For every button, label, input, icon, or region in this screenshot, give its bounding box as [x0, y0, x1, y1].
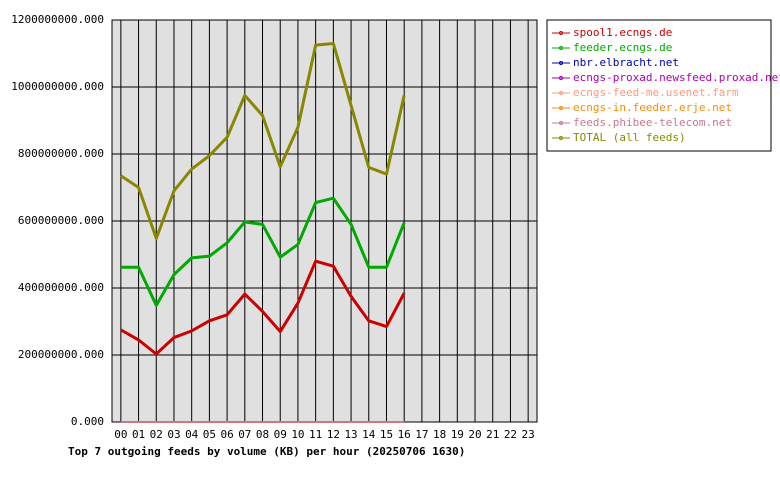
x-tick-label: 07 — [238, 428, 251, 441]
legend-marker — [559, 91, 563, 95]
series-line — [120, 196, 406, 307]
y-tick-label: 1200000000.000 — [11, 13, 104, 26]
legend-marker — [559, 61, 563, 65]
legend-label: TOTAL (all feeds) — [573, 131, 686, 144]
x-tick-label: 04 — [185, 428, 199, 441]
x-tick-label: 06 — [220, 428, 233, 441]
x-tick-label: 10 — [291, 428, 304, 441]
x-tick-label: 17 — [415, 428, 428, 441]
x-tick-label: 15 — [380, 428, 393, 441]
x-tick-label: 22 — [504, 428, 517, 441]
y-tick-label: 800000000.000 — [18, 147, 104, 160]
x-tick-label: 20 — [468, 428, 481, 441]
x-tick-label: 12 — [327, 428, 340, 441]
x-tick-label: 01 — [132, 428, 145, 441]
series-line — [120, 41, 406, 240]
legend-label: feeder.ecngs.de — [573, 41, 672, 54]
y-tick-label: 1000000000.000 — [11, 80, 104, 93]
legend-box — [546, 19, 772, 152]
legend-label: nbr.elbracht.net — [573, 56, 679, 69]
legend-marker — [559, 106, 563, 110]
x-tick-label: 19 — [451, 428, 464, 441]
legend-label: ecngs-feed-me.usenet.farm — [573, 86, 739, 99]
x-tick-label: 08 — [256, 428, 269, 441]
legend-marker — [559, 46, 563, 50]
x-tick-label: 11 — [309, 428, 322, 441]
x-tick-label: 03 — [167, 428, 180, 441]
y-tick-label: 0.000 — [71, 415, 104, 428]
x-tick-label: 14 — [362, 428, 376, 441]
x-tick-label: 21 — [486, 428, 499, 441]
x-tick-label: 23 — [522, 428, 535, 441]
x-tick-label: 18 — [433, 428, 446, 441]
x-tick-label: 16 — [398, 428, 411, 441]
series-line — [120, 259, 406, 356]
y-tick-label: 200000000.000 — [18, 348, 104, 361]
legend-label: feeds.phibee-telecom.net — [573, 116, 732, 129]
legend-marker — [559, 76, 563, 80]
legend-marker — [559, 121, 563, 125]
x-tick-label: 09 — [274, 428, 287, 441]
legend-label: ecngs-in.feeder.erje.net — [573, 101, 732, 114]
legend-marker — [559, 31, 563, 35]
legend-marker — [559, 136, 563, 140]
y-tick-label: 400000000.000 — [18, 281, 104, 294]
y-tick-label: 600000000.000 — [18, 214, 104, 227]
legend-label: spool1.ecngs.de — [573, 26, 672, 39]
legend-label: ecngs-proxad.newsfeed.proxad.net — [573, 71, 780, 84]
x-tick-label: 02 — [150, 428, 163, 441]
x-tick-label: 13 — [344, 428, 357, 441]
x-tick-label: 00 — [114, 428, 127, 441]
x-tick-label: 05 — [203, 428, 216, 441]
chart-title: Top 7 outgoing feeds by volume (KB) per … — [68, 445, 465, 458]
